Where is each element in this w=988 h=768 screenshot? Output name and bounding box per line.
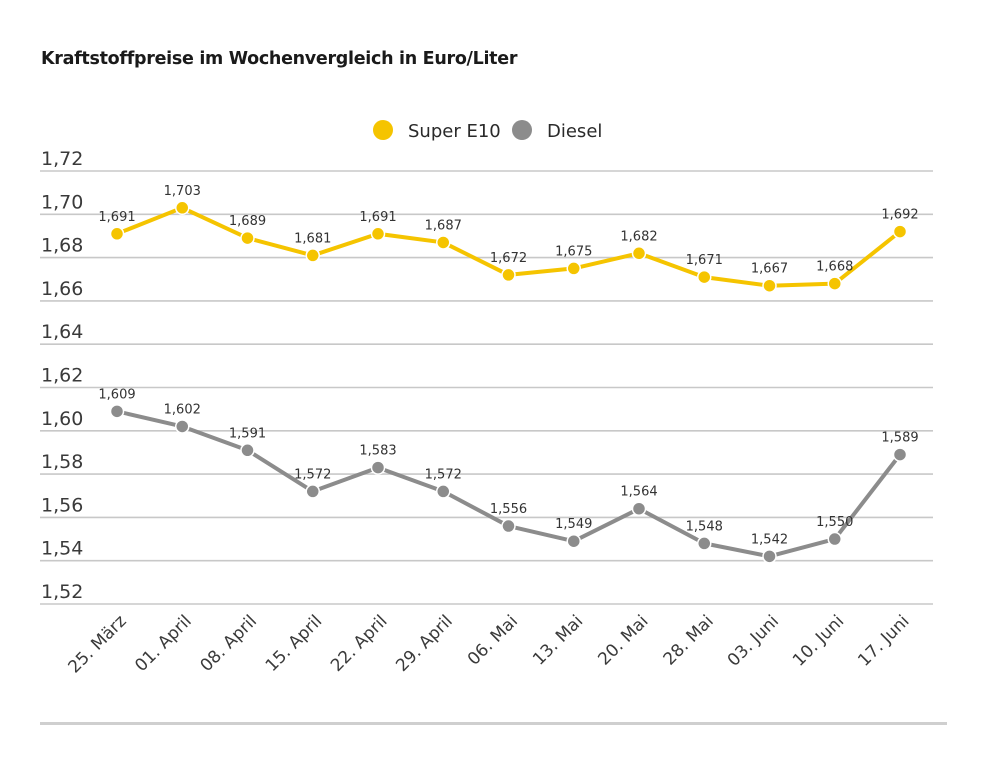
data-label: 1,675 [555,244,592,259]
data-point [566,261,581,276]
data-point [697,536,712,551]
y-tick-label: 1,64 [41,321,83,343]
data-label: 1,689 [229,214,266,229]
data-label: 1,692 [881,208,918,223]
data-point [370,226,386,242]
x-tick-label: 08. April [196,611,261,676]
data-point [827,531,842,547]
data-label: 1,681 [294,231,331,246]
data-label: 1,609 [98,387,135,402]
legend-marker [512,120,532,140]
data-label: 1,583 [359,444,396,459]
data-label: 1,550 [816,515,853,530]
data-label: 1,682 [620,229,657,244]
data-point [762,549,777,564]
x-tick-label: 28. Mai [660,611,718,669]
data-label: 1,687 [425,218,462,233]
data-point [697,269,712,285]
y-tick-label: 1,72 [41,148,83,170]
x-tick-label: 06. Mai [464,611,522,669]
data-point [501,518,516,534]
data-point [827,276,842,291]
data-point [631,246,647,261]
data-point [305,248,320,263]
legend-label: Diesel [547,121,602,142]
data-label: 1,602 [164,402,201,417]
x-tick-label: 22. April [327,611,392,676]
data-point [436,484,451,499]
data-label: 1,668 [816,260,853,275]
x-tick-label: 25. März [64,611,130,677]
data-label: 1,691 [98,210,135,225]
data-label: 1,542 [751,532,788,547]
x-tick-label: 03. Juni [724,611,783,670]
y-tick-label: 1,58 [41,451,83,473]
x-tick-label: 17. Juni [854,611,913,670]
y-tick-label: 1,66 [41,278,83,300]
data-label: 1,691 [359,210,396,225]
data-point [305,484,320,499]
data-point [892,224,908,239]
x-tick-label: 10. Juni [789,611,848,670]
legend-label: Super E10 [408,121,501,142]
data-label: 1,572 [425,467,462,482]
legend: Super E10 Diesel [373,120,602,142]
x-tick-label: 29. April [392,611,457,676]
x-tick-label: 13. Mai [529,611,587,669]
y-tick-label: 1,62 [41,365,83,387]
chart-title: Kraftstoffpreise im Wochenvergleich in E… [41,49,518,69]
y-tick-label: 1,56 [41,494,83,516]
y-tick-label: 1,54 [41,538,83,560]
series-super-e10: 1,691 1,703 1,689 1,681 1,691 1,687 1,672 1,675… [98,184,919,293]
data-point [501,267,516,283]
y-tick-label: 1,68 [41,235,83,257]
data-point [175,200,190,216]
data-label: 1,667 [751,262,788,277]
data-label: 1,589 [881,431,918,446]
data-point [762,278,777,293]
data-label: 1,591 [229,426,266,441]
data-point [631,501,647,516]
data-point [109,404,125,419]
y-axis-ticks: 1,72 1,70 1,68 1,66 1,64 1,62 1,60 1,58 1,56 1,54… [41,148,83,603]
y-tick-label: 1,60 [41,408,83,430]
data-label: 1,564 [620,485,657,500]
series-diesel: 1,609 1,602 1,591 1,572 1,583 1,572 1,556 1,549… [98,387,919,564]
x-tick-label: 01. April [131,611,196,676]
x-tick-label: 20. Mai [594,611,652,669]
data-point [370,460,386,475]
series-group: 1,691 1,703 1,689 1,681 1,691 1,687 1,672 1,675… [98,184,919,564]
y-tick-label: 1,52 [41,581,83,603]
data-point [240,443,255,458]
gridlines [40,170,933,605]
y-tick-label: 1,70 [41,191,83,213]
data-point [892,447,908,462]
legend-marker [373,120,393,140]
data-point [240,230,255,246]
data-point [566,533,581,549]
data-label: 1,703 [164,184,201,199]
data-label: 1,548 [686,519,723,534]
data-label: 1,572 [294,467,331,482]
x-axis-ticks: 25. März 01. April 08. April 15. April 22. A… [64,611,913,677]
data-point [175,419,190,434]
data-label: 1,672 [490,251,527,266]
data-point [109,226,125,242]
data-label: 1,671 [686,253,723,268]
data-label: 1,556 [490,502,527,517]
data-point [436,235,451,250]
data-label: 1,549 [555,517,592,532]
footer-divider [40,722,947,725]
x-tick-label: 15. April [262,611,327,676]
